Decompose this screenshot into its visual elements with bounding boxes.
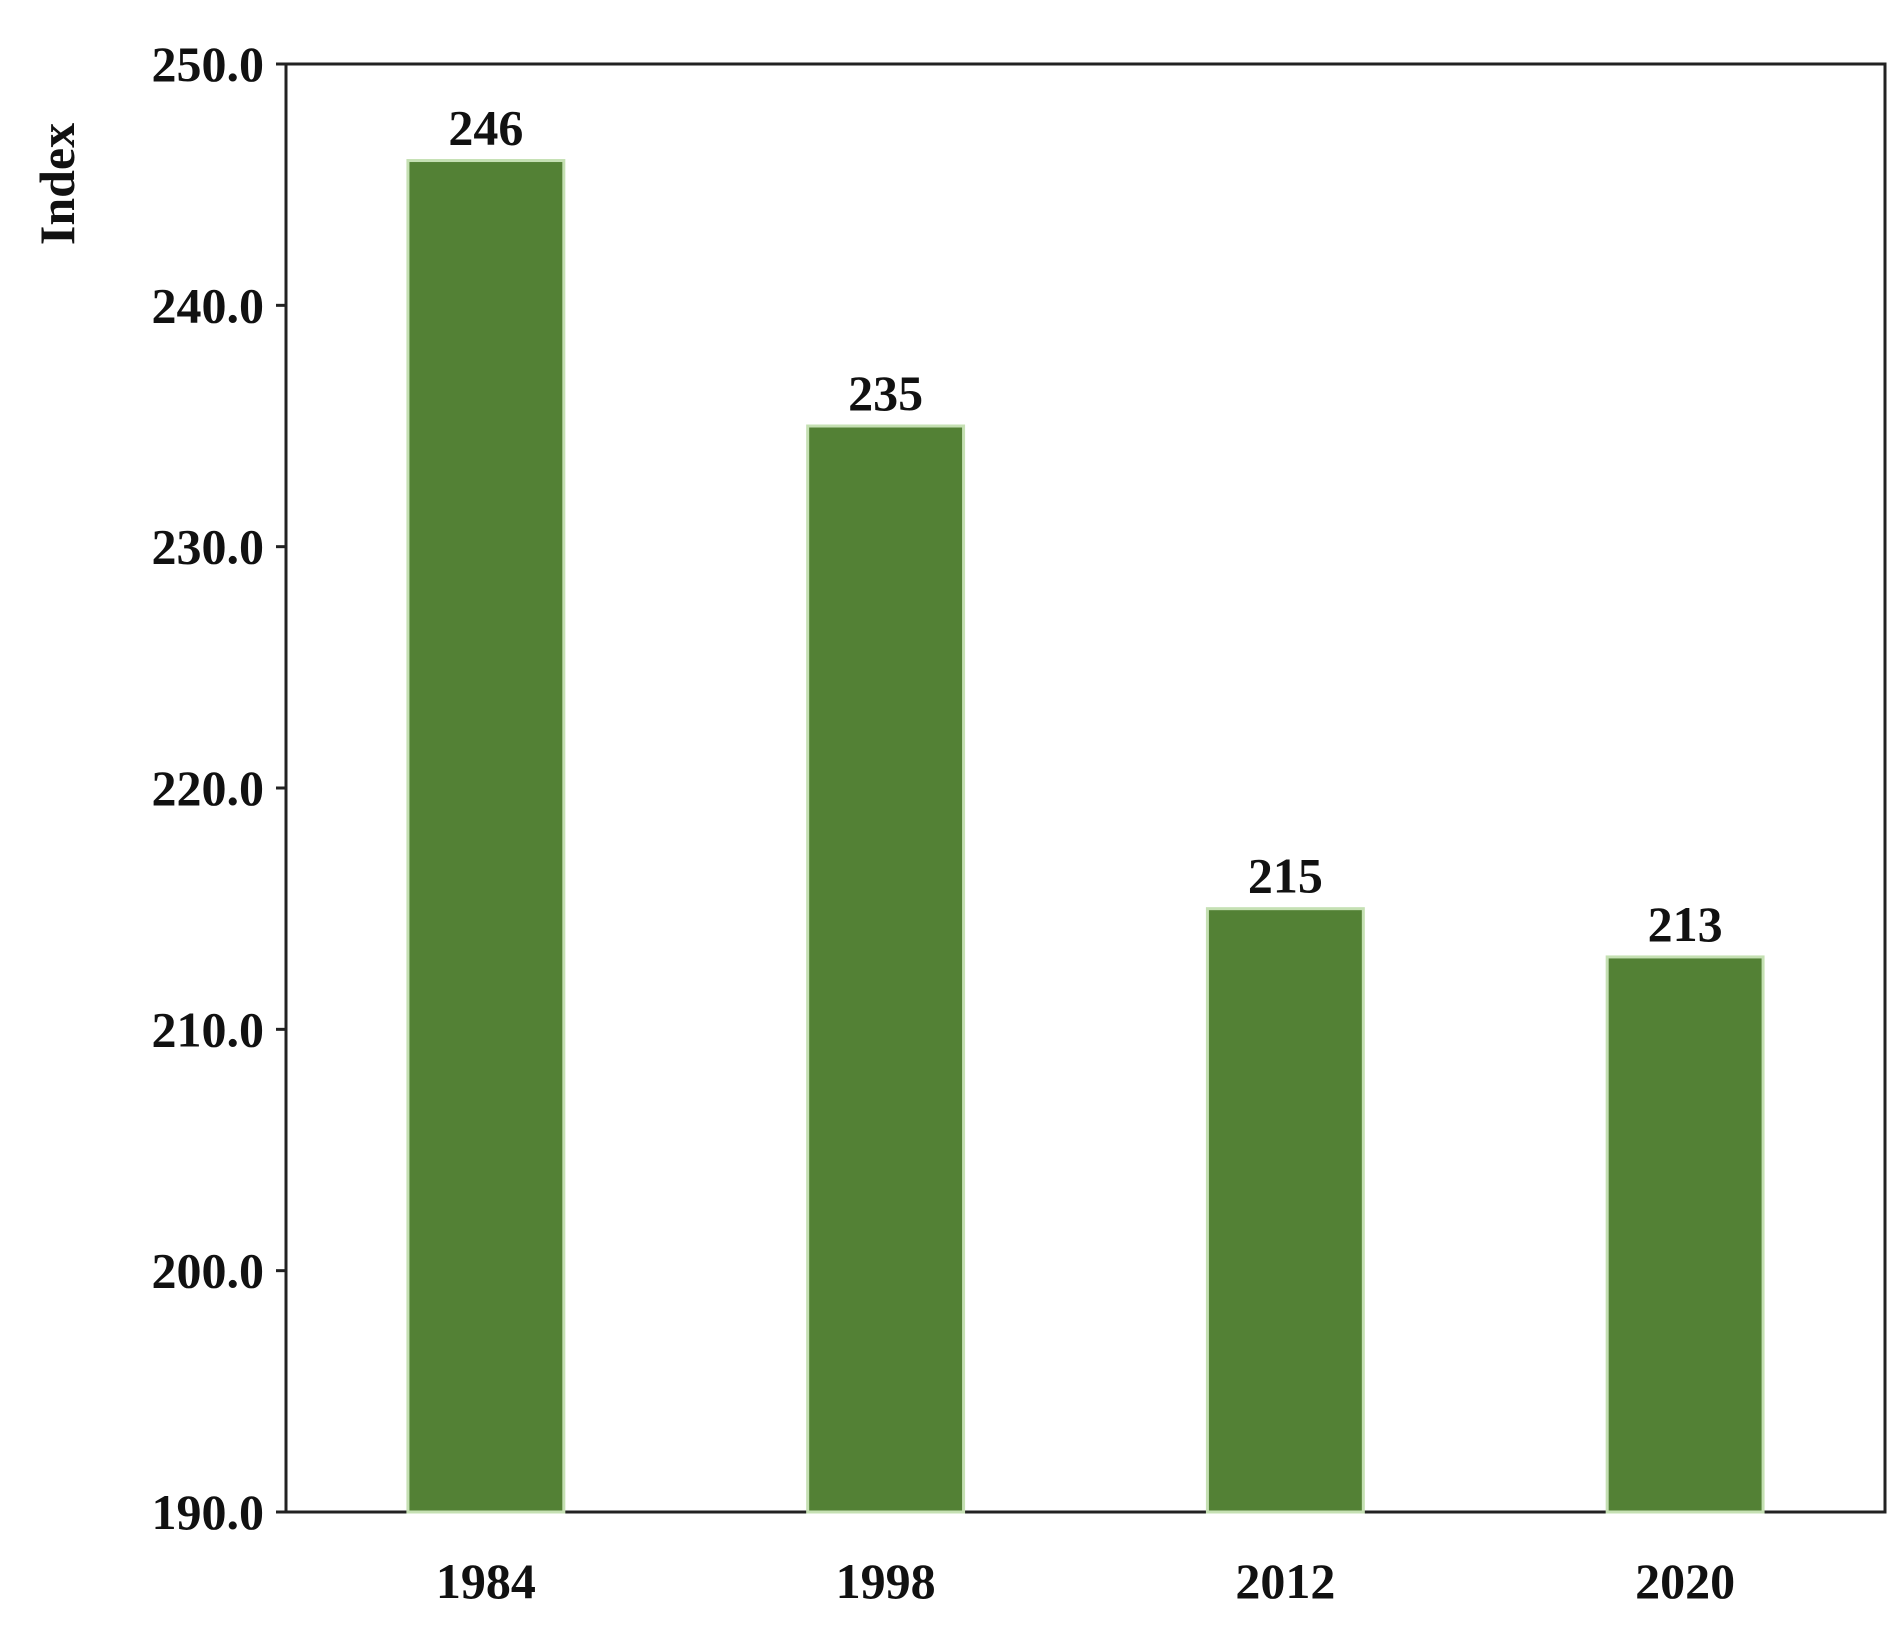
x-tick-label: 1998 xyxy=(836,1553,936,1609)
bar-value-label: 246 xyxy=(448,100,523,156)
x-axis-tick-labels: 1984 1998 2012 2020 xyxy=(436,1553,1735,1609)
x-tick-label: 1984 xyxy=(436,1553,536,1609)
y-tick-label: 210.0 xyxy=(152,1001,265,1057)
y-tick-label: 240.0 xyxy=(152,277,265,333)
y-tick-label: 250.0 xyxy=(152,36,265,92)
y-tick-label: 200.0 xyxy=(152,1243,265,1299)
x-tick-label: 2020 xyxy=(1635,1553,1735,1609)
bar-value-label: 213 xyxy=(1648,896,1723,952)
x-tick-label: 2012 xyxy=(1235,1553,1335,1609)
bar-value-label: 215 xyxy=(1248,848,1323,904)
y-axis-ticks: 190.0 200.0 210.0 220.0 230.0 240.0 250.0 xyxy=(152,36,286,1540)
bar-2012 xyxy=(1205,907,1365,1514)
bar-1984 xyxy=(406,159,566,1514)
bar-2020 xyxy=(1605,955,1765,1514)
y-tick-label: 230.0 xyxy=(152,519,265,575)
bars-group: 246 235 215 213 xyxy=(406,100,1765,1514)
y-tick-label: 220.0 xyxy=(152,760,265,816)
bar-1998 xyxy=(806,424,966,1514)
y-tick-label: 190.0 xyxy=(152,1484,265,1540)
y-axis-label: Index xyxy=(29,123,85,245)
bar-value-label: 235 xyxy=(848,365,923,421)
